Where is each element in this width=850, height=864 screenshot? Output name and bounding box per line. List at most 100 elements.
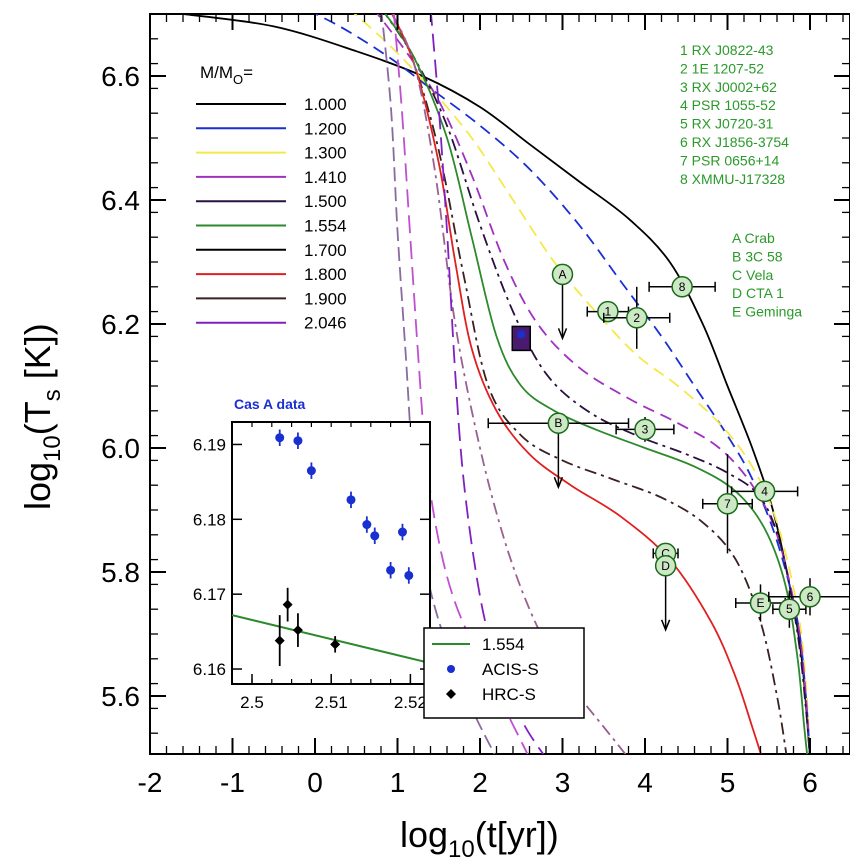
acis-point — [346, 495, 356, 505]
source-label: 5 RX J0720-31 — [680, 116, 774, 132]
letter-label: B 3C 58 — [732, 248, 783, 264]
observation-E: E — [735, 584, 786, 622]
legend-label: 1.000 — [304, 95, 347, 114]
y-tick-label: 6.2 — [101, 309, 140, 340]
inset-title: Cas A data — [234, 396, 306, 412]
legend-label: 2.046 — [304, 314, 347, 333]
observation-label: 7 — [724, 497, 731, 511]
cas-a-point — [517, 330, 526, 339]
inset-legend: 1.554 ACIS-S HRC-S — [423, 627, 585, 719]
observation-label: 3 — [642, 422, 649, 436]
observation-label: E — [756, 596, 764, 610]
source-label: 1 RX J0822-43 — [680, 42, 774, 58]
inset-y-tick-label: 6.16 — [193, 660, 226, 679]
hrc-point — [282, 599, 293, 610]
observation-5: 5 — [772, 590, 807, 628]
observation-3: 3 — [615, 417, 675, 442]
observation-label: A — [558, 267, 566, 281]
observation-8: 8 — [648, 276, 716, 298]
acis-point — [306, 466, 316, 476]
x-tick-label: 3 — [555, 767, 571, 798]
source-label: 3 RX J0002+62 — [680, 79, 777, 95]
x-tick-label: 5 — [720, 767, 736, 798]
observation-label: C — [661, 546, 670, 560]
observation-A: A — [551, 263, 574, 341]
observation-B: B — [487, 412, 630, 490]
x-tick-label: 2 — [472, 767, 488, 798]
observation-4: 4 — [730, 480, 799, 503]
observations: A B 1 2 8 3 4 7 CD E 56 — [487, 263, 850, 632]
observation-label: 1 — [605, 305, 612, 319]
legend-label: 1.800 — [304, 265, 347, 284]
inset-legend-label: ACIS-S — [482, 660, 539, 679]
x-tick-label: 4 — [637, 767, 653, 798]
legend-label: 1.700 — [304, 241, 347, 260]
cas-a-inset: Cas A data 2.5 2.51 2.52 6.16 6.17 6.18 6.19 1… — [193, 396, 585, 719]
hrc-point — [330, 639, 341, 650]
letter-labels: A Crab B 3C 58 C Vela D CTA 1 E Geminga — [732, 230, 802, 320]
x-tick-label: 0 — [307, 767, 323, 798]
source-label: 2 1E 1207-52 — [680, 60, 764, 76]
mass-legend: M/MO= 1.000 1.200 1.300 1.410 1.500 1.554 1.70… — [196, 63, 347, 333]
letter-label: C Vela — [732, 267, 773, 283]
x-axis: -2 -1 0 1 2 3 4 5 6 — [138, 14, 844, 798]
y-axis: 5.6 5.8 6.0 6.2 6.4 6.6 — [101, 38, 850, 734]
observation-1: 1 — [586, 300, 630, 323]
x-tick-label: -1 — [220, 767, 245, 798]
x-tick-label: 6 — [802, 767, 818, 798]
source-label: 6 RX J1856-3754 — [680, 134, 789, 150]
curve-1.410 — [376, 14, 811, 754]
inset-x-tick-label: 2.5 — [240, 693, 264, 712]
acis-point — [275, 433, 285, 443]
curve-1.900 — [391, 14, 627, 754]
y-tick-label: 5.6 — [101, 681, 140, 712]
legend-label: 1.300 — [304, 144, 347, 163]
observation-label: D — [661, 559, 670, 573]
observation-7: 7 — [702, 454, 753, 554]
plot-frame — [149, 13, 850, 755]
observation-label: 8 — [679, 280, 686, 294]
hrc-point — [292, 625, 303, 636]
inset-y-tick-label: 6.17 — [193, 585, 226, 604]
source-label: 8 XMMU-J17328 — [680, 171, 785, 187]
y-tick-label: 6.6 — [101, 61, 140, 92]
acis-point — [397, 527, 407, 537]
inset-model-line — [232, 614, 430, 665]
acis-point — [386, 565, 396, 575]
acis-point — [293, 436, 303, 446]
inset-legend-label: 1.554 — [482, 635, 525, 654]
source-label: 4 PSR 1055-52 — [680, 97, 776, 113]
letter-label: A Crab — [732, 230, 775, 246]
inset-y-tick-label: 6.19 — [193, 435, 226, 454]
x-tick-label: -2 — [138, 767, 163, 798]
x-tick-label: 1 — [390, 767, 406, 798]
legend-label: 1.410 — [304, 168, 347, 187]
inset-legend-frame — [423, 627, 585, 719]
inset-legend-swatch — [447, 665, 455, 673]
acis-point — [370, 531, 380, 541]
y-axis-title: log10(Ts [K]) — [17, 323, 66, 510]
legend-label: 1.554 — [304, 217, 347, 236]
curve-1.800 — [391, 14, 762, 754]
letter-label: D CTA 1 — [732, 285, 784, 301]
y-tick-label: 5.8 — [101, 557, 140, 588]
observation-6: 6 — [768, 578, 850, 616]
observation-label: B — [554, 416, 562, 430]
source-label: 7 PSR 0656+14 — [680, 152, 779, 168]
acis-point — [362, 520, 372, 530]
inset-y-tick-label: 6.18 — [193, 510, 226, 529]
inset-legend-label: HRC-S — [482, 685, 536, 704]
acis-point — [404, 570, 414, 580]
observation-label: 4 — [761, 484, 768, 498]
observation-label: 5 — [786, 602, 793, 616]
inset-legend-swatch — [446, 689, 456, 699]
observation-2: 2 — [603, 286, 671, 349]
letter-label: E Geminga — [732, 304, 802, 320]
observation-D: D — [654, 555, 677, 632]
observation-label: 2 — [633, 311, 640, 325]
inset-x-tick-label: 2.52 — [394, 693, 427, 712]
x-axis-title: log10(t[yr]) — [400, 814, 559, 863]
legend-title: M/MO= — [200, 63, 253, 87]
y-tick-label: 6.0 — [101, 433, 140, 464]
